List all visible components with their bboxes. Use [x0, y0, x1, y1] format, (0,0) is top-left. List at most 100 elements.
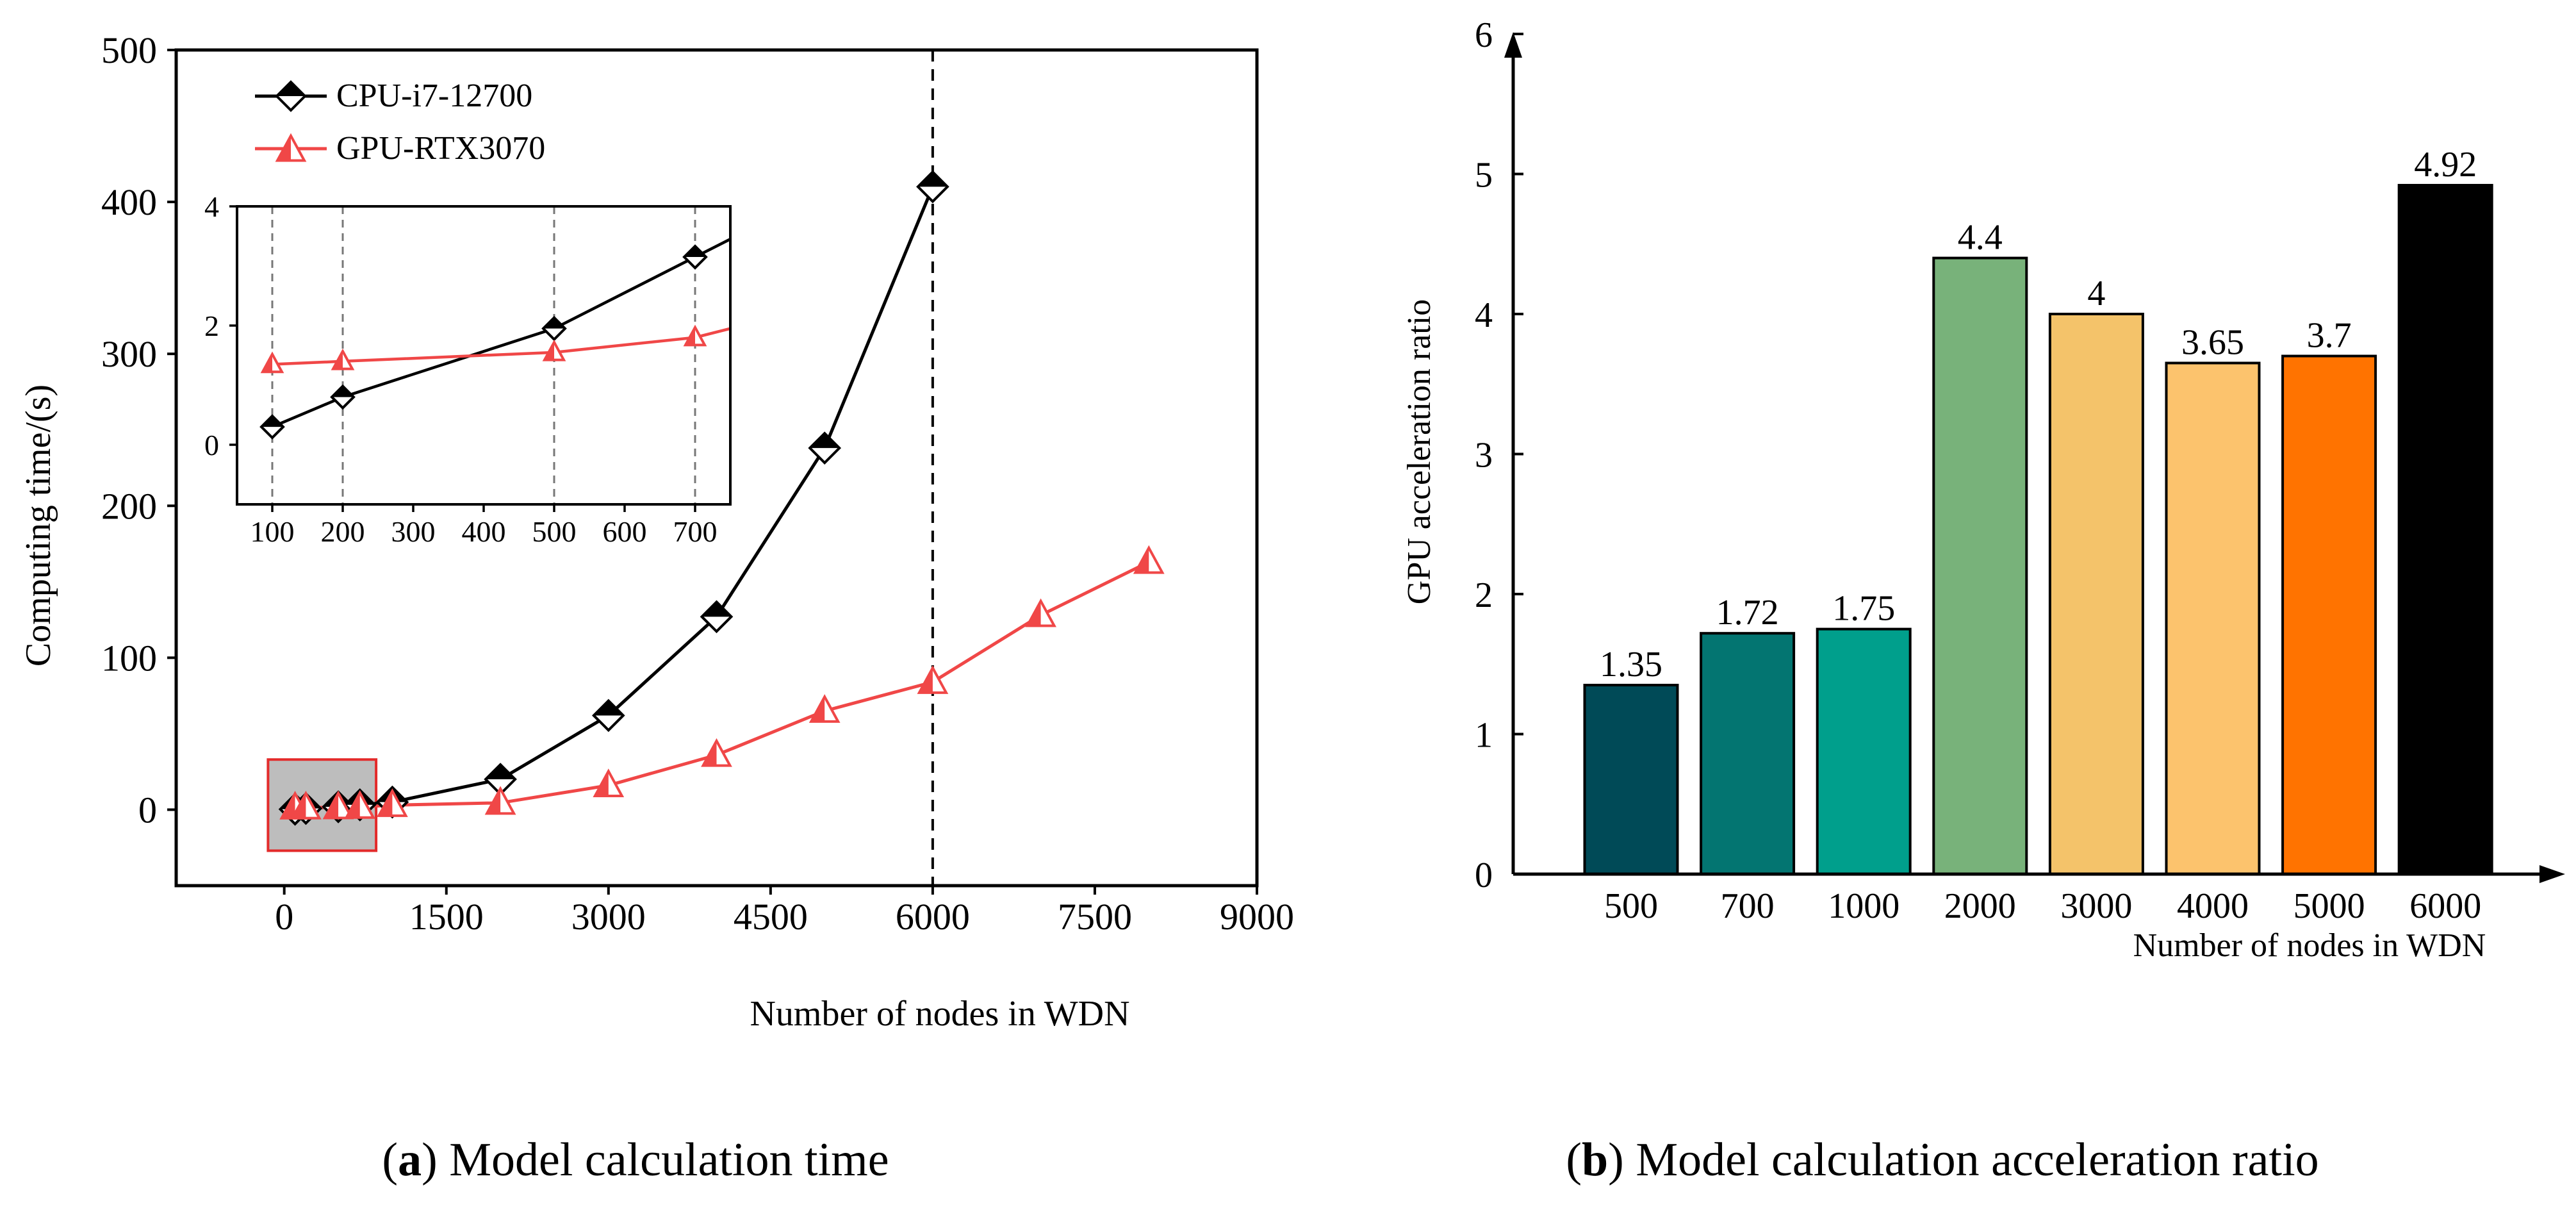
y-axis-label: GPU acceleration ratio [1401, 299, 1438, 604]
y-tick-label: 6 [1475, 15, 1493, 55]
data-series [278, 170, 1165, 826]
inset-y-tick-label: 0 [204, 429, 219, 461]
x-tick-label: 1500 [409, 896, 484, 938]
inset-cpu-point [330, 384, 356, 410]
legend-cpu-diamond-icon-fill [277, 82, 305, 96]
gpu-data-point [484, 786, 516, 815]
bar-2000 [1932, 256, 2028, 876]
inset-x-tick-label: 300 [391, 515, 436, 548]
y-tick-label: 2 [1475, 575, 1493, 615]
cpu-data-point-fill [593, 700, 623, 716]
bar-value-label: 3.7 [2307, 316, 2352, 356]
inset-y-tick-label: 2 [204, 310, 219, 342]
caption-a: (a) Model calculation time [382, 1134, 889, 1186]
bar-4000 [2165, 361, 2261, 875]
gpu-data-point-fill [292, 793, 306, 818]
inset-x-tick-label: 700 [673, 515, 718, 548]
category-labels: 500 700 1000 2000 3000 4000 5000 6000 [1604, 886, 2481, 926]
cpu-data-point-fill [486, 765, 516, 780]
bar-value-labels: 1.35 1.72 1.75 4.4 4 3.65 3.7 4.92 [1600, 145, 2477, 684]
gpu-data-point [290, 790, 322, 820]
category-label: 1000 [1828, 886, 1899, 926]
y-tick-label: 3 [1475, 436, 1493, 476]
bar-value-label: 1.75 [1832, 589, 1895, 629]
inset-cpu-point-fill [332, 386, 354, 397]
bar-value-label: 4.4 [1958, 218, 2003, 258]
inset-cpu-point-fill [261, 416, 283, 427]
y-tick-labels: 0 100 200 300 400 500 [101, 29, 157, 831]
inset-x-tick-label: 500 [532, 515, 577, 548]
inset-gpu-point [683, 324, 707, 347]
gpu-data-point-fill [811, 697, 825, 722]
category-label: 2000 [1944, 886, 2016, 926]
legend-gpu-triangle-icon [275, 133, 307, 162]
gpu-data-point-fill [487, 788, 501, 814]
inset-gpu-point [260, 351, 284, 374]
x-tick-labels: 0 1500 3000 4500 6000 7500 9000 [275, 896, 1294, 938]
gpu-data-point-fill [1027, 600, 1041, 626]
inset-gpu-point [542, 339, 566, 361]
legend-gpu-label: GPU-RTX3070 [336, 130, 545, 167]
x-axis-label: Number of nodes in WDN [750, 994, 1129, 1034]
gpu-data-point [917, 665, 949, 694]
gpu-data-point-fill [919, 668, 933, 693]
inset-cpu-point-fill [543, 317, 565, 329]
gpu-data-point [808, 694, 841, 723]
inset-y-tick-labels: 0 2 4 [204, 190, 219, 461]
inset-x-tick-labels: 100 200 300 400 500 600 700 [250, 515, 718, 548]
y-tick-label: 300 [101, 333, 157, 375]
category-label: 3000 [2060, 886, 2132, 926]
category-label: 5000 [2293, 886, 2365, 926]
x-tick-label: 0 [275, 896, 293, 938]
x-tick-label: 9000 [1220, 896, 1294, 938]
cpu-data-point-fill [810, 433, 840, 449]
gpu-series-line [295, 560, 1150, 809]
x-tick-label: 6000 [896, 896, 970, 938]
gpu-data-point [1025, 598, 1056, 627]
gpu-data-point [1133, 545, 1165, 574]
y-axis-ticks [1513, 33, 1523, 736]
bar-3000 [2048, 313, 2144, 875]
y-tick-label: 500 [101, 29, 157, 71]
inset-zoom-chart: 0 2 4 100 200 300 400 500 600 700 [204, 190, 732, 548]
y-tick-label: 0 [1475, 856, 1493, 895]
bar-5000 [2281, 354, 2377, 875]
bar-value-label: 3.65 [2181, 322, 2244, 362]
x-tick-label: 3000 [571, 896, 646, 938]
y-tick-label: 200 [101, 485, 157, 527]
category-label: 6000 [2409, 886, 2481, 926]
inset-gpu-point-fill [263, 354, 272, 372]
bar-value-label: 4 [2087, 274, 2105, 313]
bar-1000 [1816, 627, 1912, 875]
legend-cpu-diamond-icon [275, 80, 307, 112]
inset-y-tick-label: 4 [204, 190, 219, 223]
inset-gpu-point [331, 348, 355, 370]
bar-value-label: 1.72 [1716, 593, 1779, 633]
gpu-data-point-fill [595, 771, 609, 797]
inset-gpu-point-fill [685, 327, 695, 345]
bar-value-label: 1.35 [1600, 645, 1662, 684]
plot-frame [174, 48, 1259, 888]
x-tick-label: 4500 [734, 896, 808, 938]
y-axis-label: Computing time/(s) [19, 385, 58, 666]
inset-x-tick-label: 600 [603, 515, 647, 548]
inset-x-tick-label: 100 [250, 515, 295, 548]
y-tick-label: 1 [1475, 716, 1493, 756]
legend-cpu-label: CPU-i7-12700 [336, 78, 532, 114]
cpu-data-point-fill [917, 172, 948, 187]
gpu-data-point-fill [325, 793, 339, 818]
cpu-data-point [808, 431, 842, 465]
y-tick-label: 4 [1475, 295, 1493, 335]
y-tick-labels: 0 1 2 3 4 5 6 [1475, 15, 1493, 895]
inset-data-series [259, 238, 732, 440]
y-tick-label: 100 [101, 637, 157, 679]
legend-gpu-triangle-icon-fill [277, 135, 291, 161]
gpu-data-point-fill [703, 741, 717, 766]
gpu-data-point [344, 790, 376, 819]
x-tick-label: 7500 [1058, 896, 1132, 938]
cpu-data-point-fill [701, 602, 732, 617]
y-axis-arrow-icon [1504, 32, 1522, 58]
inset-cpu-point [682, 244, 708, 270]
